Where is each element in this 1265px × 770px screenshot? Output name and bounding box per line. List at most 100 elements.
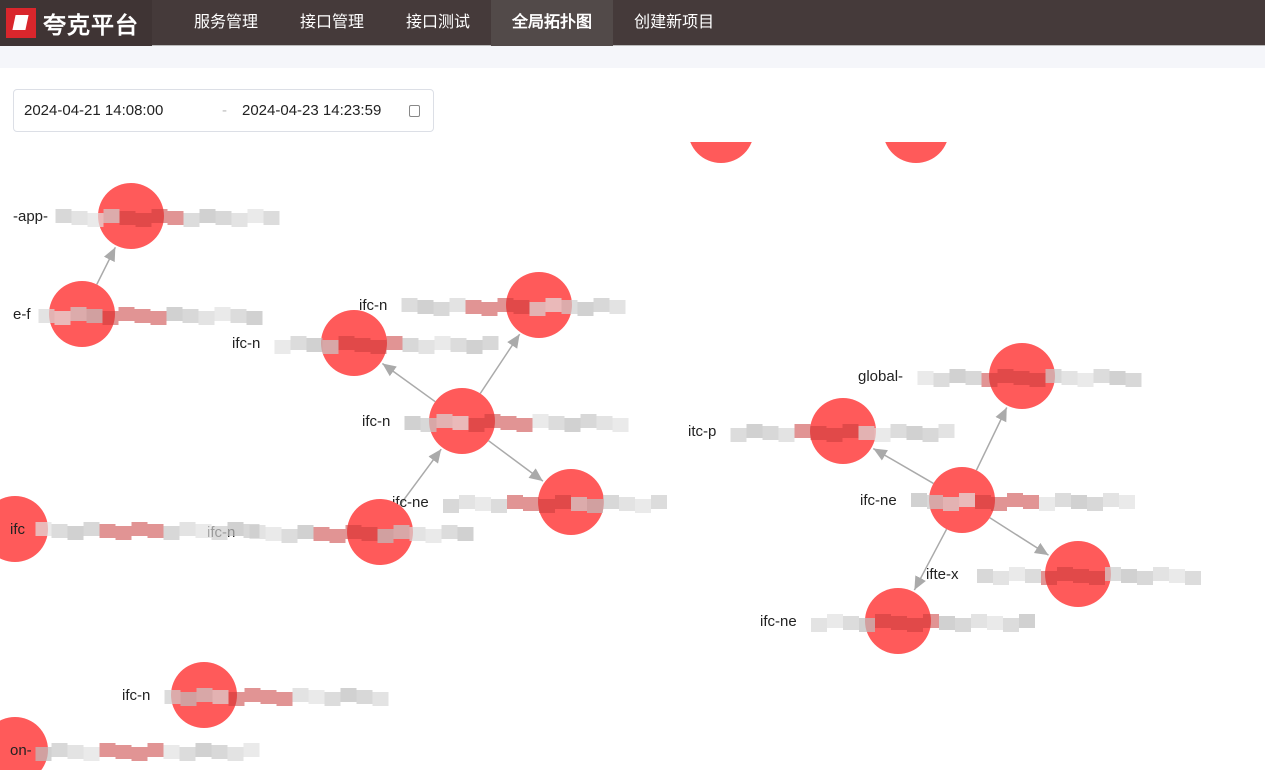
redacted-label-block [55,209,72,223]
redacted-label-block [1119,495,1135,509]
nav-create-project[interactable]: 创建新项目 [634,13,715,31]
redacted-label-block [180,692,197,706]
redacted-label-block [1185,571,1201,585]
redacted-label-block [497,298,514,312]
redacted-label-block [199,209,216,223]
redacted-label-block [441,525,458,539]
nav-api-management[interactable]: 接口管理 [300,13,365,31]
redacted-label-block [1077,373,1094,387]
redacted-label-block [281,529,298,543]
redacted-label-block [386,336,403,350]
graph-node[interactable] [883,142,949,163]
calendar-icon[interactable] [409,104,420,117]
redacted-label-block [164,690,181,704]
redacted-label-block [911,493,927,507]
redacted-label-block [516,418,533,432]
graph-edge [96,246,117,285]
redacted-label-block [247,209,264,223]
nav-service-management[interactable]: 服务管理 [194,13,259,31]
redacted-label-block [811,618,827,632]
graph-edge [913,528,948,591]
redacted-label-block [179,522,196,536]
redacted-label-block [843,616,859,630]
redacted-label-block [981,373,998,387]
nav-global-topology[interactable]: 全局拓扑图 [491,0,614,46]
redacted-label-block [971,614,987,628]
node-label: ifc-n [232,335,260,352]
redacted-label-block [459,495,475,509]
redacted-label-block [195,524,212,538]
redacted-label-block [425,529,442,543]
redacted-label-block [276,692,293,706]
redacted-label-block [228,692,245,706]
redacted-label-block [297,525,314,539]
redacted-label-block [810,426,827,440]
redacted-label-block [491,499,507,513]
redacted-label-block [329,529,346,543]
topology-graph[interactable]: -app-e-f ifc-n ifc-n ifc-n ifc-ne ifc-n global… [0,142,1265,770]
redacted-label-block [38,309,55,323]
redacted-label-block [943,497,959,511]
redacted-label-block [1003,618,1019,632]
redacted-label-block [917,371,934,385]
redacted-label-block [603,495,619,509]
redacted-label-block [548,416,565,430]
redacted-label-block [481,302,498,316]
redacted-label-block [51,524,68,538]
redacted-label-block [609,300,626,314]
redacted-label-block [1061,371,1078,385]
redacted-label-block [340,688,357,702]
date-range-picker[interactable]: 2024-04-21 14:08:00 - 2024-04-23 14:23:5… [13,89,434,132]
redacted-label-block [794,424,811,438]
redacted-label-block [83,522,100,536]
redacted-label-block [260,690,277,704]
redacted-label-block [1109,371,1126,385]
graph-edge [479,333,521,394]
redacted-label-block [571,497,587,511]
redacted-label-block [1089,571,1105,585]
redacted-label-block [993,571,1009,585]
redacted-label-block [612,418,629,432]
nav-api-testing[interactable]: 接口测试 [406,13,471,31]
start-date-input[interactable]: 2024-04-21 14:08:00 [24,102,164,119]
redacted-label-block [619,497,635,511]
graph-edge [381,362,436,403]
redacted-label-block [874,428,891,442]
redacted-label-block [377,529,394,543]
redacted-label-block [975,495,991,509]
redacted-label-block [290,336,307,350]
graph-node[interactable] [688,142,754,163]
node-label: ifc-n [122,687,150,704]
redacted-label-block [1073,569,1089,583]
redacted-label-block [230,309,247,323]
redacted-label-block [212,690,229,704]
end-date-input[interactable]: 2024-04-23 14:23:59 [242,102,382,119]
redacted-label-block [166,307,183,321]
redacted-label-block [354,338,371,352]
redacted-label-block [182,309,199,323]
logo[interactable]: 夸克平台 [0,0,152,46]
redacted-label-block [513,300,530,314]
redacted-label-block [827,614,843,628]
redacted-label-block [507,495,523,509]
redacted-label-block [115,745,132,759]
graph-edge [989,517,1049,556]
graph-edge [488,440,544,482]
redacted-label-block [1007,493,1023,507]
range-separator: - [222,102,227,119]
redacted-label-block [1153,567,1169,581]
graph-node[interactable] [0,496,48,562]
redacted-label-block [370,340,387,354]
redacted-label-block [324,692,341,706]
redacted-label-block [51,743,68,757]
redacted-label-block [246,311,263,325]
brand-name: 夸克平台 [43,11,139,38]
node-label: ifc [10,521,26,538]
node-label: ifc-ne [760,613,797,630]
redacted-label-block [243,743,260,757]
redacted-label-block [214,307,231,321]
redacted-label-block [263,211,280,225]
redacted-label-block [859,618,875,632]
node-label: global- [858,368,903,385]
redacted-label-block [466,340,483,354]
